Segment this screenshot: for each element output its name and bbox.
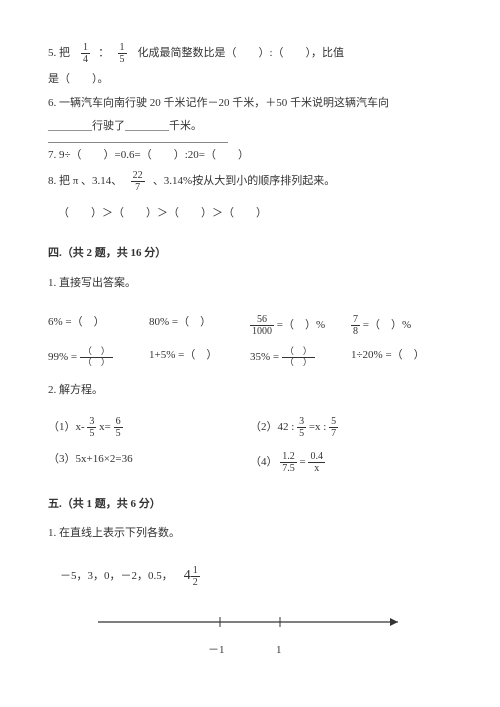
number-line-svg: [90, 612, 410, 646]
r1c3-frac: 56 1000: [250, 314, 274, 337]
r2c1: 99% = （ ）（ ）: [48, 347, 149, 368]
q5-frac1: 1 4: [81, 42, 90, 65]
eq1-f1: 35: [87, 416, 96, 439]
q8-line2: （ ）＞（ ）＞（ ）＞（ ）: [58, 205, 452, 223]
q5-mid: 化成最简整数比是（ ）:（ ），比值: [138, 47, 345, 59]
r2c2: 1+5% =（ ）: [149, 347, 250, 368]
calc-row2: 99% = （ ）（ ） 1+5% =（ ） 35% = （ ）（ ） 1÷20…: [48, 347, 452, 368]
r2c3: 35% = （ ）（ ）: [250, 347, 351, 368]
r1c1: 6% =（ ）: [48, 314, 149, 337]
mixed-number: 412: [184, 565, 200, 588]
eq-row2: （3）5x+16×2=36 （4） 1.27.5 = 0.4x: [48, 451, 452, 474]
eq4-f2: 0.4x: [308, 451, 325, 474]
tick-right: 1: [276, 642, 282, 660]
sec5-nums: －5，3，0，－2，0.5， 412: [60, 565, 452, 588]
eq4: （4） 1.27.5 = 0.4x: [250, 451, 452, 474]
r1c2: 80% =（ ）: [149, 314, 250, 337]
r2c1-pfrac: （ ）（ ）: [80, 347, 113, 368]
q5-frac2: 1 5: [118, 42, 127, 65]
sec4-q2: 2. 解方程。: [48, 382, 452, 400]
q6-line2: ________行驶了________千米。: [48, 118, 452, 136]
eq1: （1）x- 35 x= 65: [48, 416, 250, 439]
eq-row1: （1）x- 35 x= 65 （2）42 : 35 =x : 57: [48, 416, 452, 439]
eq2-f1: 35: [297, 416, 306, 439]
r1c3: 56 1000 =（ ）%: [250, 314, 351, 337]
r1c4-frac: 7 8: [351, 314, 360, 337]
q8-a: 8. 把 π 、3.14、: [48, 175, 122, 187]
q8-frac: 22 7: [131, 170, 145, 193]
mixed-frac: 12: [191, 565, 200, 588]
q7: 7. 9÷（ ）=0.6=（ ）:20=（ ）: [48, 147, 452, 165]
eq2: （2）42 : 35 =x : 57: [250, 416, 452, 439]
q5-line2: 是（ ）。: [48, 71, 452, 89]
q5-prefix: 5. 把: [48, 47, 70, 59]
divider-rule: [48, 142, 228, 143]
sec4-head: 四.（共 2 题，共 16 分）: [48, 245, 452, 263]
r2c4: 1÷20% =（ ）: [351, 347, 452, 368]
q5-colon: ：: [98, 47, 109, 59]
tick-left: －1: [208, 642, 225, 660]
eq3: （3）5x+16×2=36: [48, 451, 250, 474]
r1c4: 7 8 =（ ）%: [351, 314, 452, 337]
sec5-head: 五.（共 1 题，共 6 分）: [48, 496, 452, 514]
q5-line1: 5. 把 1 4 ： 1 5 化成最简整数比是（ ）:（ ），比值: [48, 42, 452, 65]
eq4-f1: 1.27.5: [280, 451, 297, 474]
eq2-f2: 57: [329, 416, 338, 439]
eq1-f2: 65: [114, 416, 123, 439]
sec5-q1: 1. 在直线上表示下列各数。: [48, 525, 452, 543]
q8-b: 、3.14%按从大到小的顺序排列起来。: [153, 175, 335, 187]
q6-line1: 6. 一辆汽车向南行驶 20 千米记作－20 千米，＋50 千米说明这辆汽车向: [48, 95, 452, 113]
number-line: －1 1: [48, 612, 452, 646]
q8-line1: 8. 把 π 、3.14、 22 7 、3.14%按从大到小的顺序排列起来。: [48, 170, 452, 193]
calc-row1: 6% =（ ） 80% =（ ） 56 1000 =（ ）% 7 8 =（ ）%: [48, 314, 452, 337]
sec4-q1: 1. 直接写出答案。: [48, 275, 452, 293]
r2c3-pfrac: （ ）（ ）: [282, 347, 315, 368]
